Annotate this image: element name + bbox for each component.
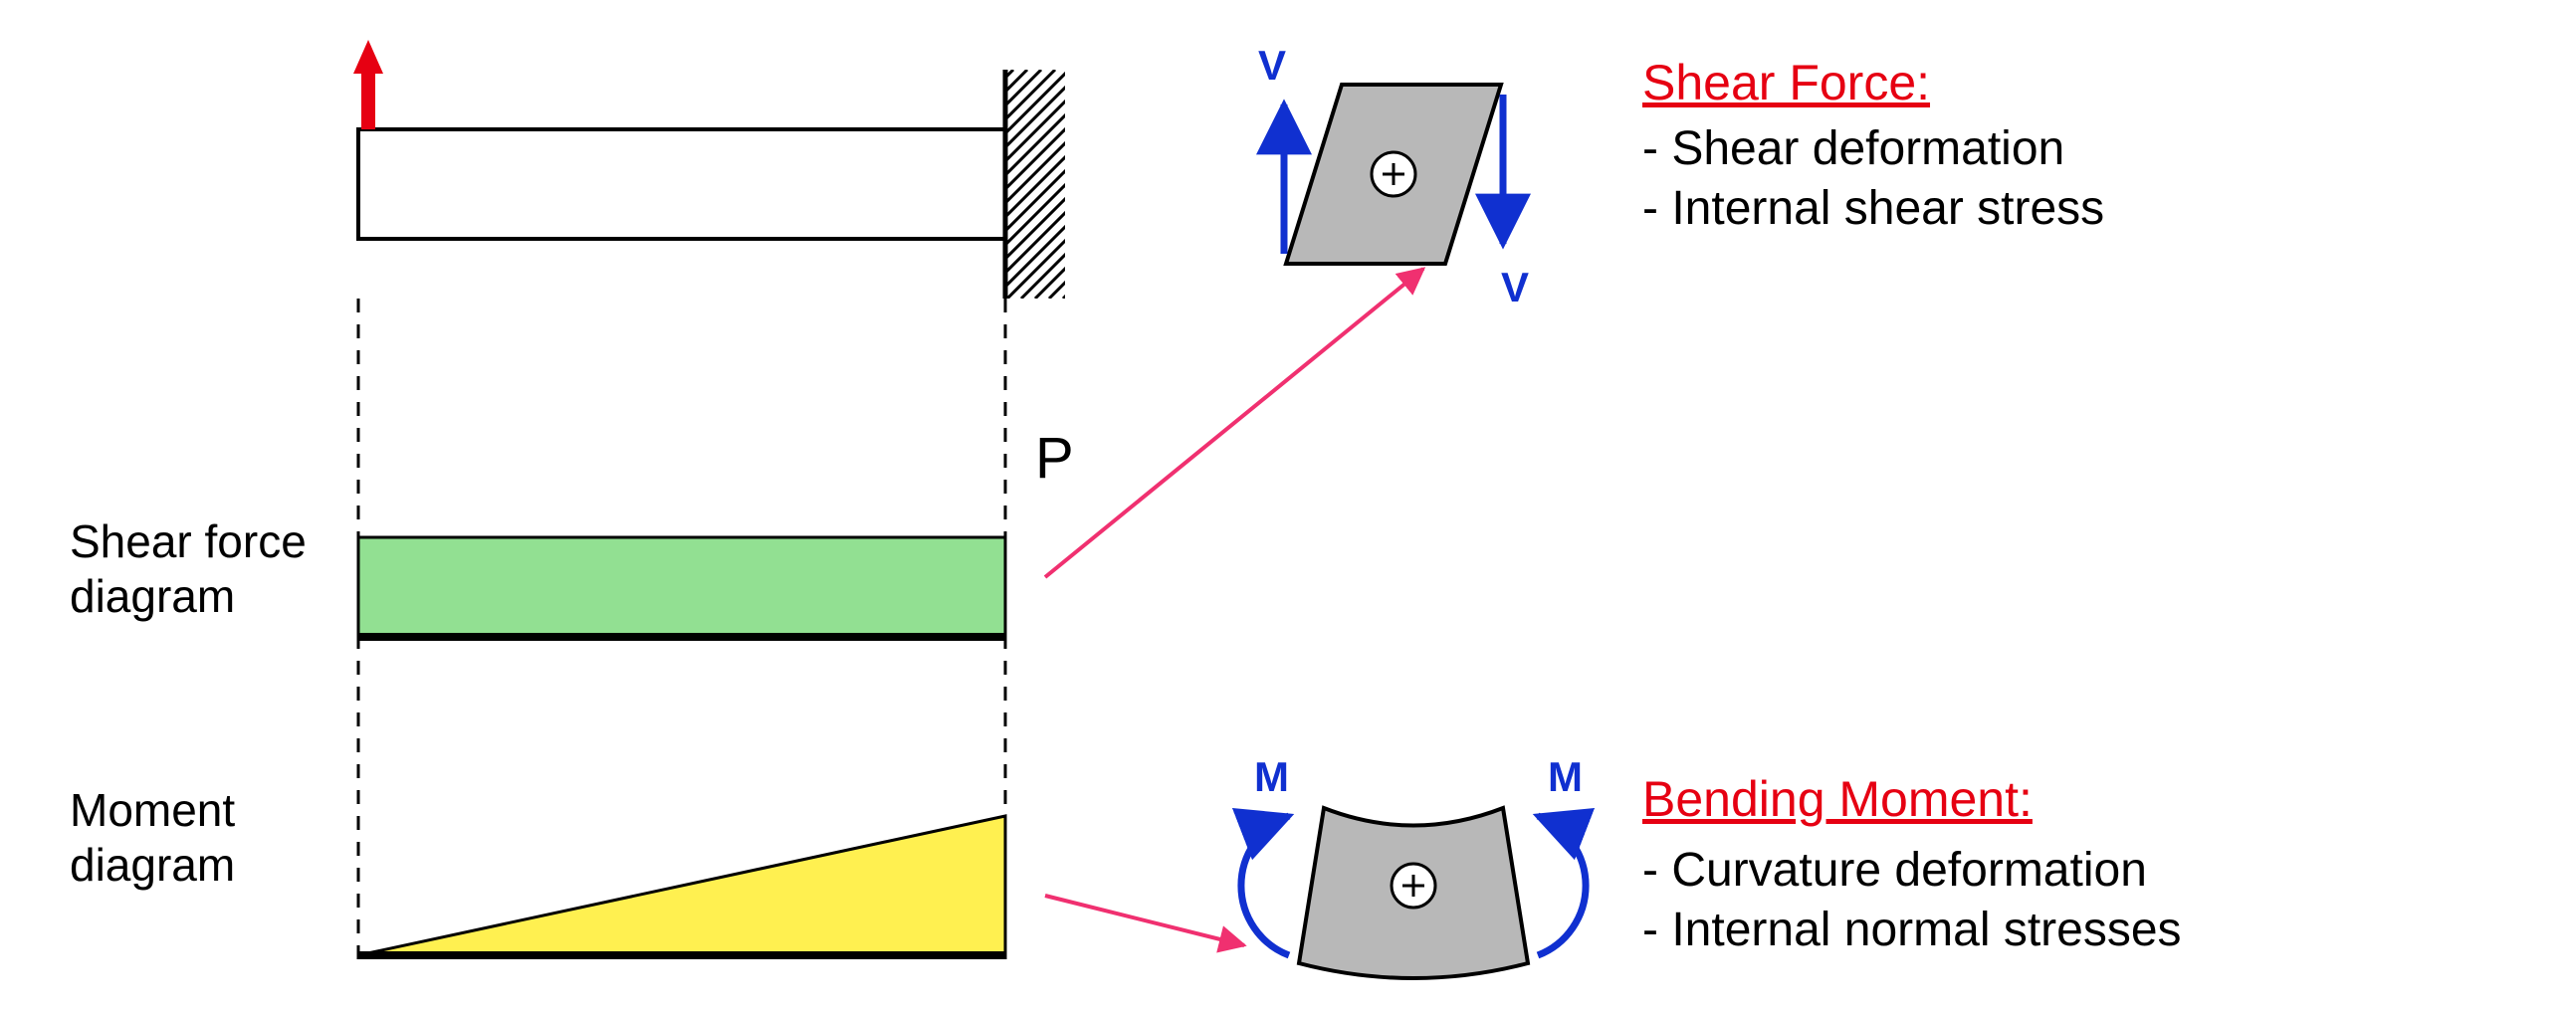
applied-load-arrow: [353, 40, 383, 129]
bending-moment-heading: Bending Moment:: [1642, 771, 2033, 827]
sfd-label-2: diagram: [70, 570, 235, 622]
connector-arrow-moment: [1045, 896, 1244, 945]
bending-bullet-1: - Curvature deformation: [1642, 844, 2147, 897]
bmd-label-1: Moment: [70, 784, 235, 836]
shear-force-heading: Shear Force:: [1642, 55, 1930, 110]
moment-diagram: [358, 816, 1005, 955]
connector-arrow-shear: [1045, 269, 1423, 577]
M-label-right: M: [1548, 753, 1583, 800]
shear-element: [1284, 85, 1503, 264]
beam-outline: [358, 129, 1005, 239]
V-label-top: V: [1258, 42, 1286, 89]
V-label-bottom: V: [1501, 264, 1529, 310]
shear-force-bullet-1: - Shear deformation: [1642, 122, 2064, 175]
bmd-label-2: diagram: [70, 839, 235, 891]
shear-force-bullet-2: - Internal shear stress: [1642, 182, 2104, 235]
shear-force-diagram: [358, 537, 1005, 637]
load-P-label: P: [1035, 426, 1074, 491]
sfd-label-1: Shear force: [70, 515, 307, 567]
bending-element: [1241, 808, 1586, 978]
fixed-support: [547, 70, 1292, 299]
bending-bullet-2: - Internal normal stresses: [1642, 904, 2182, 956]
M-label-left: M: [1254, 753, 1289, 800]
diagram-canvas: Shear forcediagramPMomentdiagramVVMMShea…: [0, 0, 2576, 1015]
